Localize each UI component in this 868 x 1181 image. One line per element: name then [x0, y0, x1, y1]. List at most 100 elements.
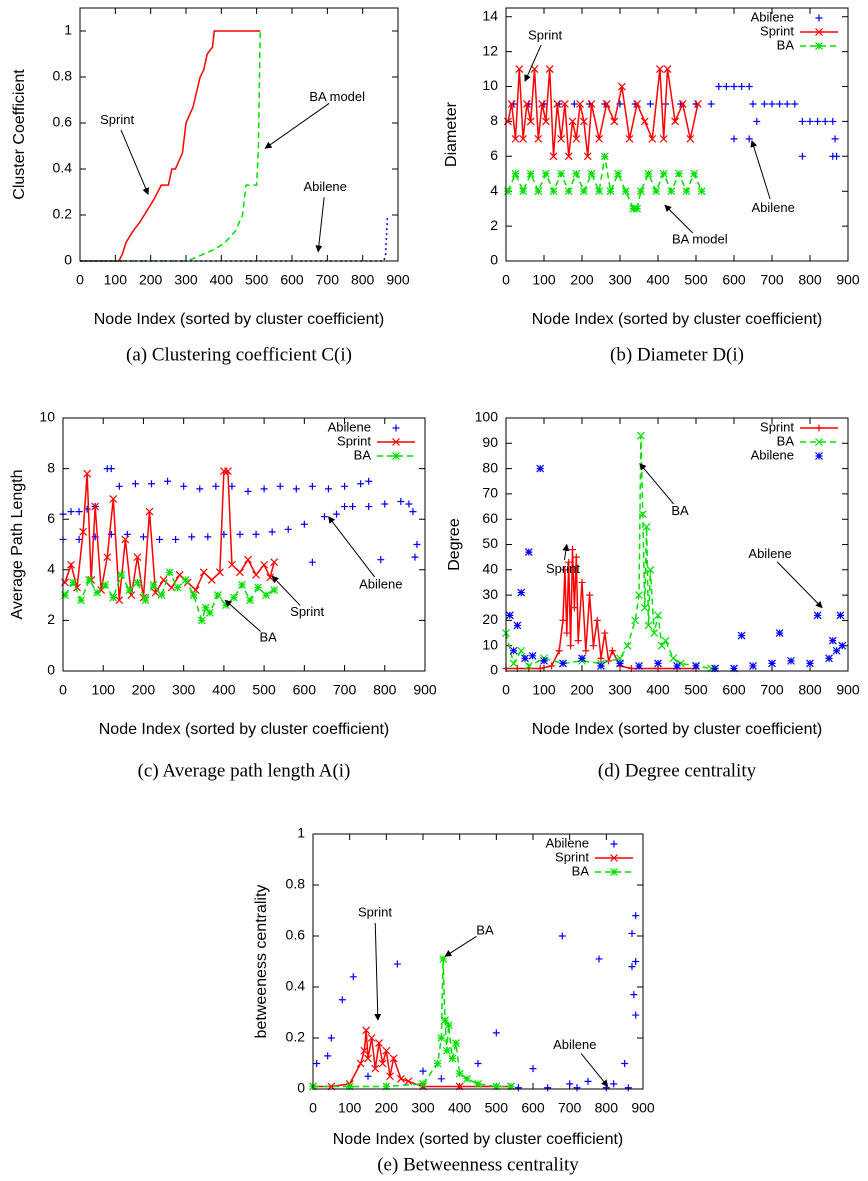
annotation: BA — [671, 503, 689, 518]
data-point — [544, 1084, 552, 1092]
chart-panel: 0 0.2 0.4 0.6 0.8 1 0 100 200 300 400 500 600 700 800 9… — [11, 7, 410, 365]
data-point — [646, 565, 655, 574]
data-point — [602, 100, 611, 108]
x-tick-label: 0 — [59, 682, 67, 698]
data-point — [628, 963, 636, 971]
data-point — [579, 117, 588, 126]
data-point — [549, 152, 558, 161]
data-point — [378, 1059, 387, 1068]
data-point — [77, 596, 86, 605]
data-point — [657, 641, 666, 650]
data-point — [367, 1034, 376, 1042]
data-point — [276, 482, 284, 490]
data-point — [228, 560, 236, 569]
x-axis-label: Node Index (sorted by cluster coefficien… — [532, 721, 823, 738]
series — [505, 464, 847, 673]
x-tick-label: 900 — [413, 682, 437, 698]
data-point — [270, 586, 279, 594]
data-point — [557, 134, 566, 143]
y-axis-label: Diameter — [443, 101, 460, 167]
y-tick-label: 8 — [47, 459, 55, 475]
annotation: BA — [476, 922, 494, 937]
legend-label: Sprint — [337, 433, 371, 448]
y-tick-label: 60 — [482, 510, 498, 526]
data-point — [205, 608, 214, 617]
data-point — [690, 169, 699, 178]
data-point — [745, 135, 753, 143]
caption: (d) Degree centrality — [598, 760, 757, 781]
legend-label: BA — [777, 433, 795, 448]
plot-frame — [505, 7, 849, 262]
data-point — [568, 117, 577, 126]
data-point — [324, 485, 332, 493]
data-point — [730, 83, 738, 91]
y-tick-label: 0.2 — [53, 206, 73, 222]
data-point — [364, 1072, 372, 1080]
data-point — [578, 654, 586, 663]
annotation-arrow — [271, 575, 301, 606]
x-tick-label: 700 — [558, 1100, 582, 1116]
annotation-arrow — [328, 516, 376, 578]
data-point — [640, 603, 649, 612]
y-tick-label: 0 — [297, 1080, 305, 1096]
annotation-arrow — [224, 599, 261, 632]
data-point — [589, 642, 597, 650]
data-point — [693, 100, 702, 108]
chart-panel: 0 10 20 30 40 50 60 70 80 90 100 0 100 200 300 400 500 60… — [446, 409, 860, 782]
annotation: Abilene — [359, 576, 402, 591]
x-tick-label: 700 — [333, 682, 357, 698]
x-tick-label: 500 — [684, 272, 708, 288]
data-point — [67, 508, 75, 516]
legend-label: BA — [777, 37, 795, 52]
data-point — [553, 100, 562, 108]
legend-marker — [815, 424, 823, 432]
data-point — [371, 1064, 380, 1073]
data-point — [633, 100, 642, 108]
data-point — [382, 1046, 391, 1055]
series-line — [80, 217, 389, 262]
data-point — [659, 134, 668, 143]
legend-marker — [610, 868, 618, 876]
data-point — [223, 467, 232, 476]
x-tick-label: 800 — [373, 682, 397, 698]
data-point — [572, 553, 580, 561]
data-point — [526, 169, 535, 178]
caption: (a) Clustering coefficient C(i) — [126, 344, 352, 365]
data-point — [75, 535, 83, 543]
data-point — [617, 82, 626, 91]
legend-marker — [815, 14, 823, 22]
data-point — [570, 604, 578, 612]
data-point — [775, 629, 784, 637]
data-point — [145, 507, 154, 516]
x-tick-label: 400 — [448, 1100, 472, 1116]
data-point — [661, 636, 670, 645]
annotation: Sprint — [358, 904, 392, 919]
data-point — [284, 525, 292, 533]
data-point — [567, 642, 575, 650]
data-point — [381, 500, 389, 508]
data-point — [292, 485, 300, 493]
data-point — [654, 611, 662, 620]
data-point — [560, 100, 569, 108]
series — [309, 1026, 515, 1091]
data-point — [262, 591, 271, 600]
data-point — [341, 503, 349, 511]
data-point — [413, 541, 421, 548]
data-point — [753, 117, 761, 125]
data-point — [644, 621, 653, 630]
annotation-arrow — [750, 139, 771, 200]
data-point — [199, 568, 208, 577]
x-tick-label: 0 — [76, 272, 84, 288]
data-point — [692, 662, 700, 670]
data-point — [139, 533, 147, 541]
x-tick-label: 100 — [104, 272, 128, 288]
data-point — [213, 591, 222, 600]
data-point — [586, 591, 594, 599]
data-point — [313, 1060, 321, 1067]
data-point — [632, 1011, 640, 1019]
data-point — [768, 100, 776, 108]
annotation: Sprint — [100, 112, 134, 127]
legend-label: BA — [354, 447, 372, 462]
data-point — [749, 662, 757, 670]
data-point — [667, 187, 676, 196]
